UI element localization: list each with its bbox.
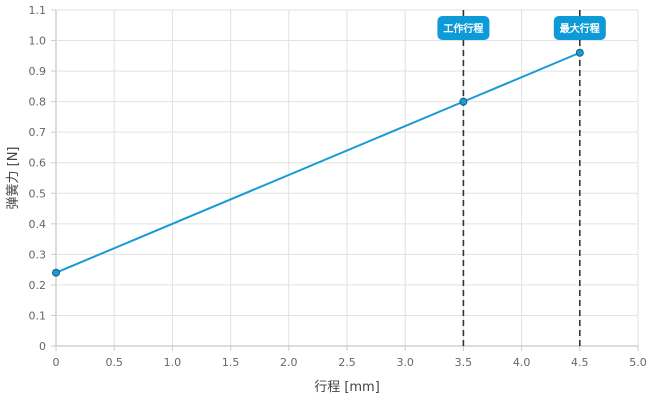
y-tick-label: 0.2 xyxy=(29,279,47,292)
y-tick-label: 1.0 xyxy=(29,35,47,48)
x-tick-label: 0 xyxy=(53,356,60,369)
data-point xyxy=(52,268,60,277)
data-point xyxy=(575,48,584,57)
y-tick-label: 0.9 xyxy=(29,65,47,78)
y-tick-label: 0.6 xyxy=(29,157,47,170)
y-tick-label: 0.8 xyxy=(29,96,47,109)
annotation-label: 工作行程 xyxy=(443,22,483,35)
x-tick-label: 2.0 xyxy=(280,356,298,369)
y-axis-label: 弹簧力 [N] xyxy=(5,146,21,209)
x-tick-label: 3.5 xyxy=(455,356,473,369)
x-axis-label: 行程 [mm] xyxy=(314,380,380,395)
x-tick-label: 1.0 xyxy=(164,356,182,369)
annotations: 工作行程 最大行程 xyxy=(437,10,606,346)
y-tick-label: 0.3 xyxy=(29,248,47,261)
y-tick-label: 1.1 xyxy=(29,4,47,17)
x-tick-label: 0.5 xyxy=(105,356,123,369)
series xyxy=(52,48,584,277)
annotation-label: 最大行程 xyxy=(560,22,600,35)
x-tick-label: 3.0 xyxy=(396,356,414,369)
annotation-badge xyxy=(437,16,490,40)
y-tick-label: 0.4 xyxy=(29,218,47,231)
data-point xyxy=(459,97,468,106)
y-tick-label: 0.1 xyxy=(29,309,47,322)
y-tick-label: 0.5 xyxy=(29,187,47,200)
x-tick-label: 1.5 xyxy=(222,356,240,369)
x-tick-label: 4.5 xyxy=(571,356,589,369)
x-tick-label: 4.0 xyxy=(513,356,531,369)
y-tick-label: 0.7 xyxy=(29,126,47,139)
annotation-badge xyxy=(553,16,606,40)
grid xyxy=(55,9,639,347)
x-tick-label: 2.5 xyxy=(338,356,356,369)
axes: 0 0.5 1.0 1.5 2.0 2.5 3.0 3.5 4.0 4.5 5.0 0 0.1 0.2 0.… xyxy=(29,4,647,369)
y-tick-label: 0 xyxy=(39,340,46,353)
x-tick-label: 5.0 xyxy=(629,356,647,369)
